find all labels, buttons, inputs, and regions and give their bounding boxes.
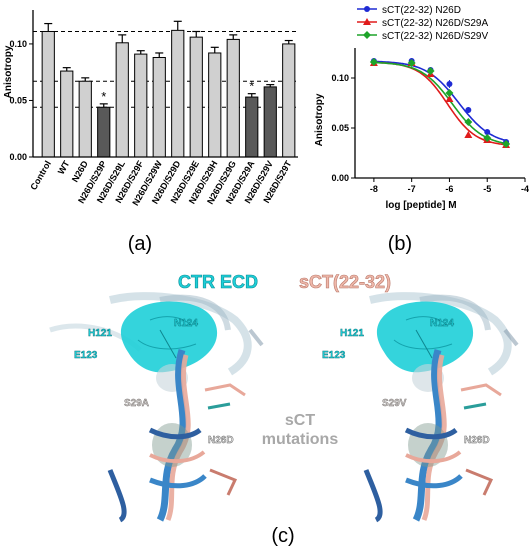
chart-b-fit-curves — [373, 60, 507, 146]
x-tick-label: -6 — [445, 184, 453, 194]
residue-label-left-s29a: S29A — [124, 398, 149, 409]
structure-panel: CTR ECD sCT(22-32) H121 E123 N124 S29A N… — [0, 262, 531, 523]
y-tick-label: 0.05 — [9, 95, 27, 105]
chart-b-x-axis-label: log [peptide] M — [385, 200, 456, 211]
chart-a-y-axis-label: Anisotropy — [3, 45, 14, 98]
structure-left — [49, 292, 264, 523]
bar — [245, 96, 259, 158]
y-tick-label: 0.05 — [331, 123, 349, 133]
bar — [152, 56, 166, 158]
data-point — [363, 18, 371, 25]
structure-right — [363, 292, 519, 523]
x-tick-label: -8 — [370, 184, 378, 194]
bar — [208, 52, 222, 158]
data-point — [407, 59, 416, 67]
residue-label-right-h121: H121 — [340, 328, 364, 339]
x-tick-label: -5 — [483, 184, 491, 194]
data-point — [464, 131, 473, 138]
chart-b: 0.000.050.10 -8 -7 -6 -5 -4 sCT(22-32) N26Ds… — [314, 5, 529, 211]
data-point — [484, 129, 491, 135]
y-tick-label: 0.10 — [331, 73, 349, 83]
residue-label-right-s29v: S29V — [382, 398, 407, 409]
chart-b-axes — [354, 48, 525, 179]
data-point — [464, 118, 473, 126]
residue-label-right-n124: N124 — [430, 318, 454, 329]
bar — [282, 43, 296, 158]
fit-curve — [373, 60, 507, 142]
bar — [226, 38, 240, 158]
data-point — [369, 58, 378, 66]
residue-label-left-e123: E123 — [74, 350, 98, 361]
x-tick-label: Control — [28, 159, 53, 192]
residue-label-left-n124: N124 — [174, 318, 198, 329]
significance-marker: * — [249, 79, 254, 94]
chart-a-error-bars — [44, 20, 293, 108]
legend-label: sCT(22-32) N26D/S29A — [382, 18, 488, 29]
legend-label: sCT(22-32) N26D/S29V — [382, 31, 488, 42]
x-tick-label: WT — [56, 159, 72, 177]
data-point — [445, 95, 454, 102]
bar — [60, 70, 74, 158]
data-point — [465, 107, 472, 113]
receptor-title: CTR ECD — [178, 272, 258, 292]
residue-label-left-n26d: N26D — [208, 435, 234, 446]
center-label-line-1: sCT — [285, 412, 315, 429]
x-tick-label: -7 — [408, 184, 416, 194]
y-tick-label: 0.10 — [9, 39, 27, 49]
chart-b-x-ticks: -8 -7 -6 -5 -4 — [370, 178, 529, 194]
chart-b-y-axis-label: Anisotropy — [314, 93, 325, 146]
chart-b-data-points — [369, 58, 511, 148]
panel-label-c: (c) — [271, 525, 294, 547]
residue-label-right-n26d: N26D — [464, 435, 490, 446]
bar — [171, 29, 185, 158]
bar — [41, 30, 55, 158]
peptide-helix-left — [107, 348, 246, 523]
data-point — [363, 31, 371, 39]
significance-marker: * — [101, 89, 106, 104]
x-tick-label: -4 — [521, 184, 529, 194]
chart-a-bars — [41, 29, 296, 158]
data-point — [426, 67, 435, 75]
bar — [115, 42, 129, 158]
peptide-helix-right — [363, 348, 502, 523]
data-point — [445, 89, 454, 97]
data-point — [364, 6, 370, 12]
panel-label-a: (a) — [128, 233, 152, 255]
center-label-line-2: mutations — [262, 431, 339, 448]
chart-a-x-ticks: Control WTN26DN26D/S29PN26D/S29LN26D/S29F… — [28, 159, 293, 208]
data-point — [483, 134, 492, 142]
residue-label-right-e123: E123 — [322, 350, 346, 361]
peptide-title: sCT(22-32) — [299, 272, 391, 292]
fit-curve — [373, 61, 507, 145]
data-point — [446, 81, 453, 87]
panel-label-b: (b) — [388, 233, 412, 255]
y-tick-label: 0.00 — [331, 173, 349, 183]
bar — [263, 86, 277, 158]
data-point — [502, 140, 511, 148]
bar — [189, 36, 203, 158]
chart-b-y-ticks: 0.00 0.05 0.10 — [331, 73, 355, 183]
chart-a: 0.00 0.05 0.10 Control WTN26DN26D/S29PN26D/… — [3, 10, 298, 207]
receptor-surface-right — [376, 301, 474, 373]
chart-a-y-ticks: 0.00 0.05 0.10 — [9, 39, 33, 162]
y-tick-label: 0.00 — [9, 152, 27, 162]
bar — [97, 106, 111, 158]
chart-a-significance: ** — [101, 79, 254, 104]
bar — [78, 80, 92, 158]
chart-b-legend: sCT(22-32) N26D sCT(22-32) N26D/S29A sCT(2… — [357, 5, 488, 42]
chart-a-axes — [32, 10, 298, 158]
bar — [134, 53, 148, 158]
legend-label: sCT(22-32) N26D — [382, 5, 461, 16]
receptor-surface-left — [120, 301, 218, 373]
residue-label-left-h121: H121 — [88, 328, 112, 339]
